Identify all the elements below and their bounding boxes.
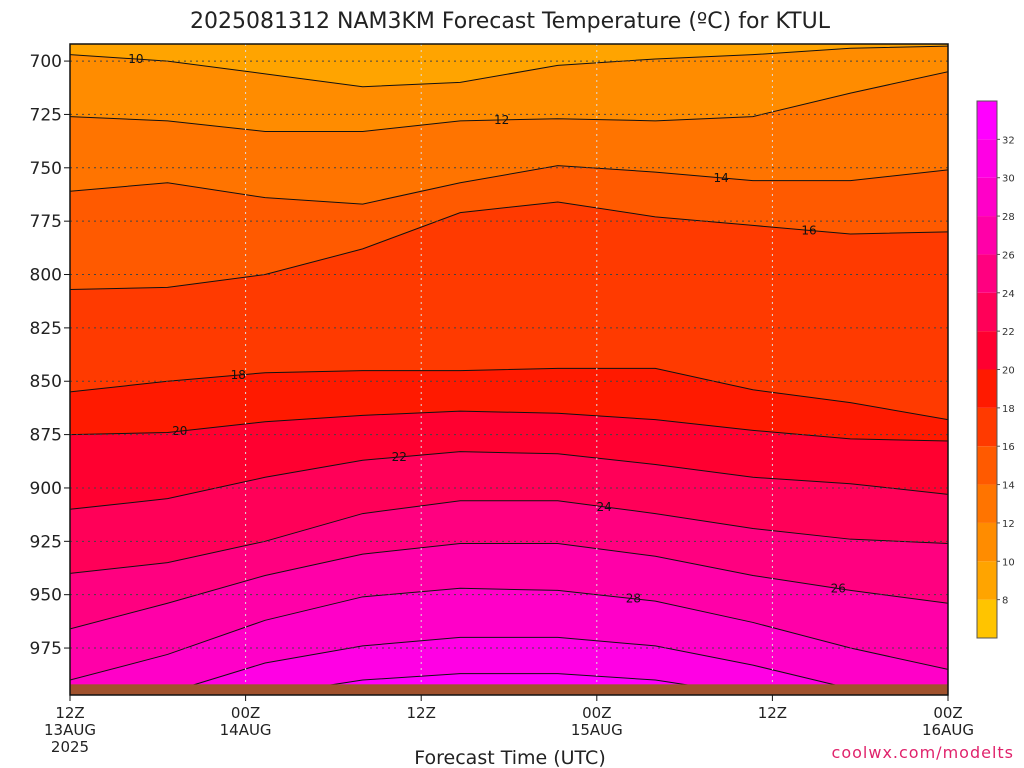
contour-line-30 (70, 636, 948, 695)
x-tick-label-0-3: 2025 (51, 738, 89, 756)
x-tick-label-0-2: 13AUG (44, 721, 96, 739)
chart-title: 2025081312 NAM3KM Forecast Temperature (… (190, 9, 831, 34)
contour-label-24: 24 (596, 500, 611, 514)
contour-label-26: 26 (831, 582, 846, 596)
y-tick-label-900: 900 (30, 479, 62, 499)
y-axis: 700 725 750 775 800 825 850 875 900 925 950 975 (30, 52, 70, 659)
contour-line-28 (70, 587, 948, 681)
ground-terrain (70, 684, 948, 695)
colorbar-swatch-32 (977, 101, 997, 140)
contour-line-20 (70, 410, 948, 442)
contour-label-22: 22 (392, 450, 407, 464)
contour-label-10: 10 (128, 52, 143, 66)
colorbar-label-20: 20 (1002, 366, 1015, 377)
colorbar-label-24: 24 (1002, 289, 1015, 300)
contour-line-22 (70, 451, 948, 510)
contour-label-20: 20 (172, 424, 187, 438)
contour-label-14: 14 (714, 171, 729, 185)
colorbar-label-28: 28 (1002, 212, 1015, 223)
colorbar-label-32: 32 (1002, 135, 1015, 146)
y-tick-label-925: 925 (30, 532, 62, 552)
contour-line-24 (70, 500, 948, 574)
colorbar-label-8: 8 (1002, 596, 1008, 607)
contour-line-12 (70, 71, 948, 133)
x-tick-label-36-2: 15AUG (571, 721, 623, 739)
contour-label-16: 16 (801, 223, 816, 237)
y-tick-label-775: 775 (30, 212, 62, 232)
contour-label-12: 12 (494, 113, 509, 127)
plot-area: 10 12 14 16 18 20 22 24 26 28 (69, 43, 949, 696)
colorbar-label-22: 22 (1002, 327, 1015, 338)
x-tick-label-24-1: 12Z (407, 704, 436, 722)
band-fill-30 (70, 637, 948, 695)
x-axis-title: Forecast Time (UTC) (414, 747, 605, 768)
x-tick-label-12-2: 14AUG (220, 721, 272, 739)
x-tick-label-36-1: 00Z (582, 704, 611, 722)
colorbar-swatch-30 (977, 139, 997, 178)
colorbar-swatch-8 (977, 561, 997, 600)
colorbar-label-26: 26 (1002, 250, 1015, 261)
x-tick-label-0-1: 12Z (55, 704, 84, 722)
colorbar-swatch-26 (977, 216, 997, 255)
contour-line-10 (70, 45, 948, 88)
colorbar-swatch-12 (977, 484, 997, 523)
y-tick-label-975: 975 (30, 639, 62, 659)
y-tick-label-750: 750 (30, 159, 62, 179)
plot-frame (69, 43, 949, 696)
y-tick-label-950: 950 (30, 586, 62, 606)
y-tick-label-800: 800 (30, 266, 62, 286)
y-tick-label-725: 725 (30, 105, 62, 125)
colorbar-swatch-10 (977, 522, 997, 562)
colorbar-swatch-22 (977, 292, 997, 332)
colorbar-swatch-6 (977, 599, 997, 638)
y-tick-label-875: 875 (30, 426, 62, 446)
colorbar-label-16: 16 (1002, 442, 1015, 453)
contour-line-14 (70, 165, 948, 205)
contour-label-18: 18 (231, 368, 246, 382)
x-tick-label-12-1: 00Z (231, 704, 260, 722)
colorbar-label-18: 18 (1002, 404, 1015, 415)
x-tick-label-48-1: 12Z (758, 704, 787, 722)
colorbar-label-12: 12 (1002, 519, 1015, 530)
y-tick-label-825: 825 (30, 319, 62, 339)
colorbar-swatch-24 (977, 254, 997, 293)
x-tick-label-60-2: 16AUG (922, 721, 974, 739)
y-tick-label-850: 850 (30, 372, 62, 392)
colorbar-legend: 8 10 12 14 16 18 20 22 24 26 28 30 32 (976, 100, 1015, 639)
colorbar-swatch-14 (977, 446, 997, 485)
contour-line-18 (70, 367, 948, 421)
colorbar-swatch-28 (977, 177, 997, 217)
contour-line-32 (70, 673, 948, 695)
colorbar-label-10: 10 (1002, 557, 1015, 568)
colorbar-swatch-20 (977, 331, 997, 370)
y-tick-label-700: 700 (30, 52, 62, 72)
contour-label-28: 28 (626, 592, 641, 606)
colorbar-swatch-16 (977, 407, 997, 447)
contour-line-16 (70, 201, 948, 290)
colorbar-label-30: 30 (1002, 174, 1015, 185)
credit-text: coolwx.com/modelts (832, 743, 1014, 762)
contour-line-26 (70, 542, 948, 630)
colorbar-swatch-18 (977, 369, 997, 408)
x-tick-label-60-1: 00Z (933, 704, 962, 722)
colorbar-label-14: 14 (1002, 481, 1015, 492)
